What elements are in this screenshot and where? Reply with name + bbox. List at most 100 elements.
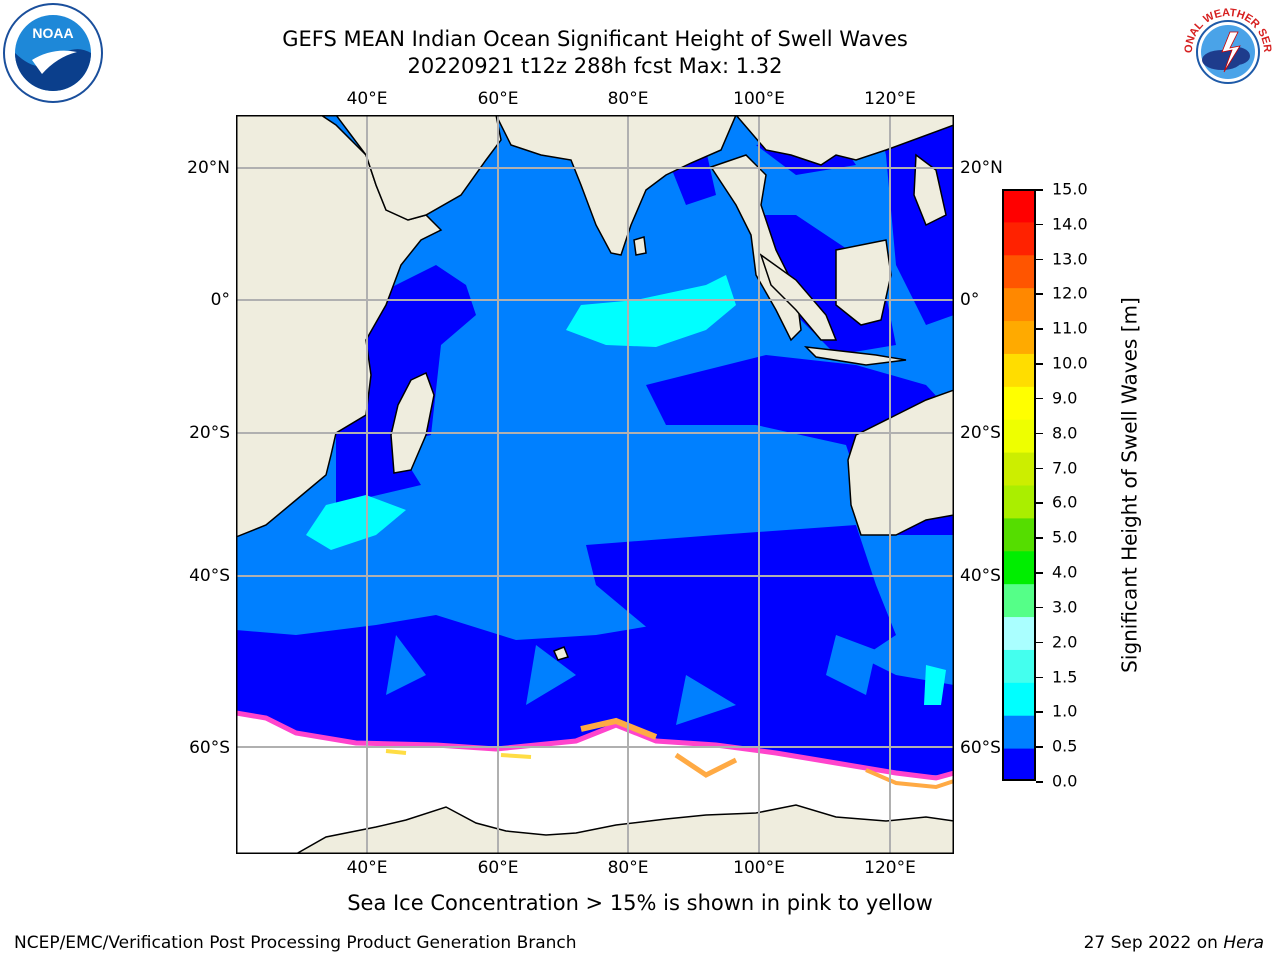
- lat-label-left: 20°N: [187, 158, 230, 178]
- colorbar-tick-label: 2.0: [1052, 632, 1078, 652]
- colorbar-segment: [1003, 419, 1035, 453]
- colorbar-tick-label: 3.0: [1052, 597, 1078, 617]
- colorbar-segment: [1003, 748, 1035, 781]
- nws-logo-icon: NATIONAL WEATHER SERVICE: [1178, 2, 1276, 100]
- footer-credit: NCEP/EMC/Verification Post Processing Pr…: [14, 933, 577, 953]
- colorbar-tick-mark: [1036, 189, 1043, 191]
- indochina-land: [735, 115, 954, 166]
- colorbar-segment: [1003, 517, 1035, 552]
- sea-ice-edge: [236, 710, 954, 790]
- colorbar-tick-label: 0.0: [1052, 771, 1078, 791]
- colorbar-tick-mark: [1036, 223, 1043, 226]
- chart-title: GEFS MEAN Indian Ocean Significant Heigh…: [282, 27, 908, 51]
- colorbar-segment: [1003, 287, 1035, 322]
- colorbar-tick-label: 1.0: [1052, 701, 1078, 721]
- colorbar-segment: [1003, 221, 1035, 256]
- colorbar-tick-mark: [1036, 676, 1043, 679]
- colorbar-tick-label: 15.0: [1052, 179, 1088, 199]
- colorbar-tick-mark: [1036, 467, 1043, 470]
- colorbar-tick-label: 6.0: [1052, 492, 1078, 512]
- colorbar-segment: [1003, 353, 1035, 387]
- colorbar-tick-mark: [1036, 746, 1043, 748]
- chart-subtitle: 20220921 t12z 288h fcst Max: 1.32: [407, 54, 783, 78]
- lon-label-top: 80°E: [607, 89, 649, 109]
- lat-label-left: 0°: [210, 290, 230, 310]
- colorbar-tick-label: 5.0: [1052, 527, 1078, 547]
- colorbar-tick-label: 11.0: [1052, 318, 1088, 338]
- colorbar-tick-mark: [1036, 606, 1043, 609]
- map-frame: [236, 115, 954, 854]
- india-land: [495, 115, 737, 256]
- borneo-land: [835, 239, 892, 326]
- lat-label-right: 20°N: [960, 158, 1003, 178]
- colorbar-tick-label: 12.0: [1052, 283, 1088, 303]
- colorbar-tick-label: 14.0: [1052, 214, 1088, 234]
- lon-label-top: 120°E: [864, 89, 916, 109]
- colorbar-tick-mark: [1036, 711, 1043, 713]
- madagascar-land: [390, 371, 435, 474]
- colorbar-tick-label: 7.0: [1052, 458, 1078, 478]
- colorbar-segment: [1003, 649, 1035, 683]
- colorbar-segment: [1003, 485, 1035, 519]
- noaa-logo-icon: NOAA: [3, 3, 103, 103]
- colorbar-segment: [1003, 320, 1035, 354]
- lon-label-bottom: 100°E: [733, 858, 785, 878]
- colorbar-segment: [1003, 616, 1035, 650]
- lat-label-right: 20°S: [960, 423, 1001, 443]
- lat-label-right: 60°S: [960, 738, 1001, 758]
- lat-label-left: 60°S: [189, 738, 230, 758]
- colorbar-segment: [1003, 386, 1035, 420]
- lat-label-right: 40°S: [960, 566, 1001, 586]
- lon-label-bottom: 120°E: [864, 858, 916, 878]
- colorbar-tick-mark: [1036, 328, 1043, 330]
- lon-label-bottom: 80°E: [607, 858, 649, 878]
- colorbar-tick-label: 0.5: [1052, 736, 1078, 756]
- colorbar-tick-mark: [1036, 641, 1043, 644]
- colorbar-frame: [1002, 189, 1036, 781]
- footer-date-text: 27 Sep 2022 on: [1083, 933, 1224, 953]
- colorbar-segment: [1003, 682, 1035, 716]
- colorbar-label: Significant Height of Swell Waves [m]: [1117, 297, 1142, 673]
- svg-text:NOAA: NOAA: [32, 25, 73, 41]
- colorbar-tick-label: 10.0: [1052, 353, 1088, 373]
- sea-ice-note: Sea Ice Concentration > 15% is shown in …: [347, 891, 933, 915]
- seasia-land: [709, 154, 802, 342]
- colorbar-segment: [1003, 583, 1035, 618]
- colorbar-tick-mark: [1036, 572, 1043, 574]
- colorbar-segment: [1003, 189, 1035, 223]
- colorbar-segment: [1003, 254, 1035, 289]
- lat-label-left: 40°S: [189, 566, 230, 586]
- colorbar-tick-label: 9.0: [1052, 388, 1078, 408]
- lat-label-right: 0°: [960, 290, 980, 310]
- colorbar-tick-label: 8.0: [1052, 423, 1078, 443]
- colorbar-segment: [1003, 715, 1035, 749]
- kerguelen-land: [552, 646, 570, 661]
- landmasses: [236, 115, 954, 854]
- antarctica-land: [294, 804, 954, 854]
- high-swell-areas: [306, 275, 946, 705]
- colorbar-tick-label: 4.0: [1052, 562, 1078, 582]
- colorbar-tick-label: 1.5: [1052, 667, 1078, 687]
- lon-label-top: 60°E: [477, 89, 519, 109]
- colorbar-tick-mark: [1036, 363, 1043, 365]
- colorbar-tick-mark: [1036, 537, 1043, 539]
- sumatra-land: [759, 253, 838, 341]
- lon-label-bottom: 60°E: [477, 858, 519, 878]
- lat-label-left: 20°S: [189, 423, 230, 443]
- colorbar-tick-mark: [1036, 781, 1043, 783]
- colorbar-tick-label: 13.0: [1052, 249, 1088, 269]
- java-land: [803, 346, 907, 366]
- footer-date: 27 Sep 2022 on Hera: [1084, 933, 1264, 953]
- colorbar-tick-mark: [1036, 258, 1043, 261]
- footer-machine: Hera: [1223, 933, 1264, 953]
- colorbar-tick-mark: [1036, 432, 1043, 435]
- swell-height-map: [236, 115, 954, 854]
- colorbar: [1002, 189, 1036, 781]
- lon-label-bottom: 40°E: [346, 858, 388, 878]
- colorbar-tick-mark: [1036, 502, 1043, 504]
- australia-land: [847, 389, 954, 536]
- lon-label-top: 100°E: [733, 89, 785, 109]
- colorbar-tick-mark: [1036, 293, 1043, 295]
- colorbar-segment: [1003, 452, 1035, 486]
